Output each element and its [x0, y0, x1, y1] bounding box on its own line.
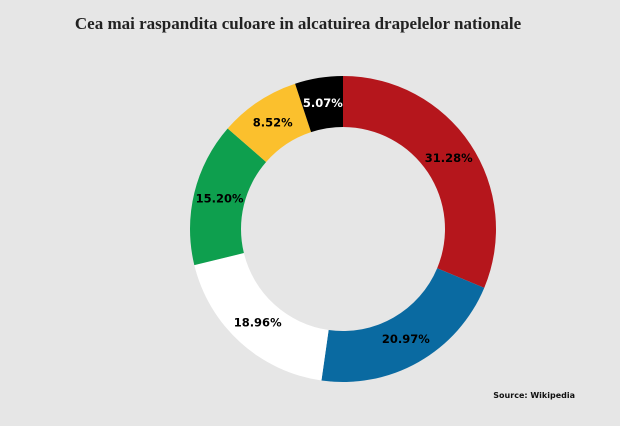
slice — [227, 83, 312, 162]
slice — [190, 128, 267, 266]
value-label: 15.20% — [196, 191, 244, 205]
chart-title: Cea mai raspandita culoare in alcatuirea… — [75, 14, 522, 33]
slice — [194, 253, 329, 381]
value-label: 5.07% — [303, 96, 343, 110]
value-label: 18.96% — [234, 316, 282, 330]
source: Source: Wikipedia — [493, 391, 575, 400]
slice — [321, 268, 485, 383]
value-label: 20.97% — [382, 332, 430, 346]
slice — [295, 76, 343, 133]
slice — [343, 76, 496, 288]
value-label: 8.52% — [253, 116, 293, 130]
value-label: 31.28% — [425, 151, 473, 165]
